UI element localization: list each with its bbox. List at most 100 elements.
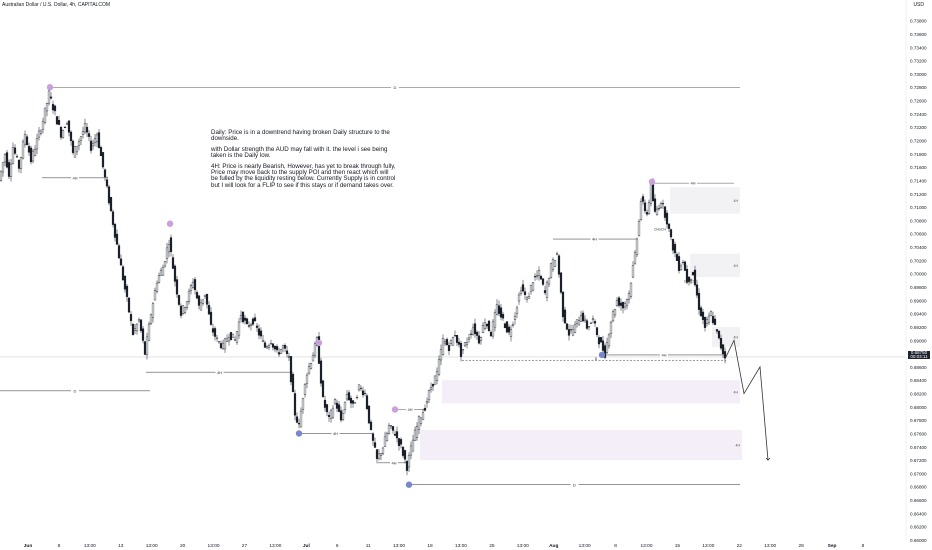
swing-high-marker <box>391 406 399 413</box>
candle-bear <box>371 433 375 441</box>
candle-bull <box>551 259 555 270</box>
y-tick-label: 0.69200 <box>910 325 927 330</box>
candle-bull <box>441 338 445 355</box>
candle-bear <box>63 126 67 129</box>
candle-bull <box>185 301 189 309</box>
axis-currency-label: USD <box>913 2 924 8</box>
candle-bull <box>553 260 557 267</box>
candle-bear <box>339 410 343 421</box>
candle-bear <box>111 211 115 225</box>
candle-bull <box>705 319 709 324</box>
candle-bear <box>275 346 279 351</box>
candle-bear <box>683 261 687 271</box>
candle-bull <box>591 318 595 321</box>
candle-bear <box>403 450 407 460</box>
candle-bear <box>715 329 719 332</box>
level-label: 4H <box>333 431 338 436</box>
candle-bull <box>33 149 37 156</box>
candle-bear <box>697 293 701 310</box>
candle-bear <box>445 339 449 346</box>
candle-bull <box>611 311 615 322</box>
candle-bear <box>561 291 565 318</box>
y-tick-label: 0.72400 <box>910 112 927 117</box>
candle-bear <box>581 312 585 322</box>
candle-bear <box>671 239 675 251</box>
candle-bear <box>455 335 459 343</box>
x-tick-label: 15 <box>675 543 681 549</box>
supply-demand-zone <box>690 253 740 277</box>
candle-bull <box>639 201 643 220</box>
candle-bull <box>21 141 25 159</box>
candle-bear <box>195 292 199 299</box>
candle-bear <box>173 265 177 282</box>
candle-bull <box>471 327 475 335</box>
candle-bear <box>179 305 183 316</box>
candle-bear <box>51 104 55 111</box>
candle-bull <box>383 436 387 447</box>
swing-high-marker <box>166 220 174 227</box>
y-tick-label: 0.72000 <box>910 139 927 144</box>
candle-bull <box>575 319 579 324</box>
candle-bull <box>303 383 307 395</box>
candle-bear <box>477 335 481 344</box>
candle-bear <box>101 152 105 168</box>
candle-bear <box>521 284 525 292</box>
candle-bull <box>307 366 311 374</box>
candle-bull <box>657 207 661 210</box>
candle-bull <box>481 325 485 334</box>
candle-bear <box>139 319 143 332</box>
y-tick-label: 0.68400 <box>910 378 927 383</box>
candle-bear <box>109 197 113 212</box>
candle-bull <box>435 371 439 381</box>
candle-bear <box>565 323 569 330</box>
candle-bull <box>135 323 139 332</box>
x-tick-label: 13:00 <box>84 543 96 549</box>
supply-demand-zone <box>420 430 742 461</box>
candle-bull <box>659 203 663 208</box>
y-tick-label: 0.71200 <box>910 192 927 197</box>
candle-bull <box>39 130 43 134</box>
candle-bear <box>293 393 297 416</box>
y-tick-label: 0.71000 <box>910 205 927 210</box>
candle-bull <box>333 399 337 405</box>
candle-bull <box>265 346 269 349</box>
x-tick-label: 13:00 <box>269 543 281 549</box>
candle-bear <box>335 402 339 409</box>
candle-bear <box>213 328 217 337</box>
candle-bear <box>123 276 127 290</box>
candle-bear <box>59 127 63 138</box>
candle-bear <box>423 407 427 411</box>
candle-bear <box>699 307 703 317</box>
candle-bull <box>413 429 417 441</box>
candle-bull <box>83 123 87 133</box>
y-tick-label: 0.70000 <box>910 272 927 277</box>
candle-bull <box>153 290 157 301</box>
candle-bull <box>443 341 447 344</box>
candle-bear <box>543 290 547 293</box>
x-tick-label: 13 <box>118 543 124 549</box>
x-tick-label: 13:00 <box>393 543 405 549</box>
candle-bear <box>241 311 245 323</box>
x-tick-label: 6 <box>336 543 339 549</box>
candle-bear <box>395 431 399 439</box>
y-tick-label: 0.67400 <box>910 445 927 450</box>
level-label-bg <box>391 84 399 90</box>
candle-bull <box>11 147 15 164</box>
candle-bear <box>205 293 209 305</box>
level-label: D <box>74 388 77 393</box>
candle-bear <box>175 279 179 295</box>
candle-bear <box>297 422 301 425</box>
candle-bull <box>149 314 153 325</box>
candle-bull <box>415 425 419 438</box>
candle-bear <box>271 343 275 348</box>
candle-bull <box>627 293 631 300</box>
candle-bull <box>231 333 235 338</box>
candle-bull <box>629 282 633 297</box>
candle-bull <box>155 282 159 292</box>
candle-bull <box>689 278 693 281</box>
swing-low-marker <box>295 430 303 437</box>
candle-bear <box>71 140 75 153</box>
candle-bull <box>709 311 713 317</box>
